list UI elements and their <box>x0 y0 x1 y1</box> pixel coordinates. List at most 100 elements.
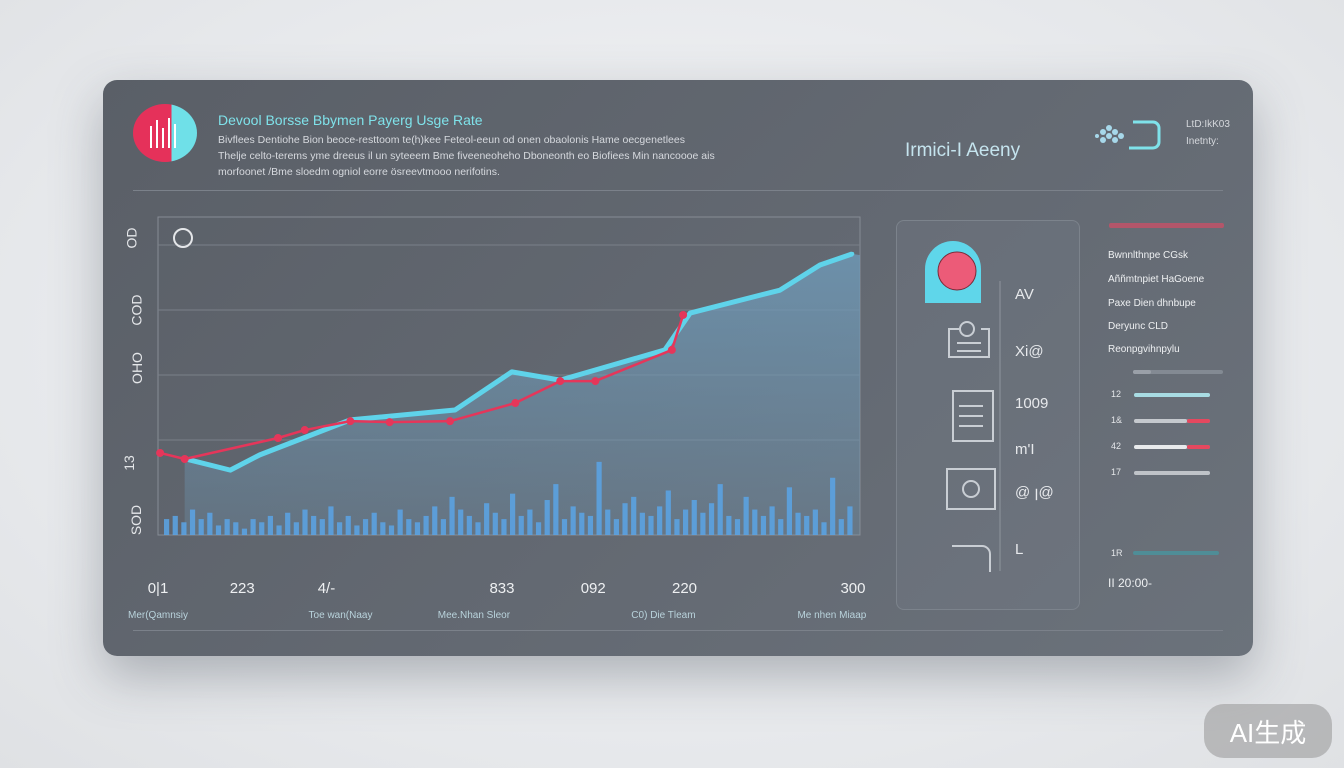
x-tick-label: 092 <box>580 580 606 597</box>
data-point <box>180 454 189 463</box>
volume-bar <box>181 522 187 535</box>
volume-bar <box>570 506 576 535</box>
progress-bar <box>1134 393 1210 397</box>
data-point <box>257 452 262 457</box>
volume-bar <box>674 519 680 535</box>
x-tick-label: 0|1 <box>147 580 169 597</box>
data-point <box>385 418 394 427</box>
metric-value: AV <box>1015 286 1034 303</box>
volume-bar <box>311 515 317 535</box>
volume-bar <box>847 506 853 535</box>
volume-bar <box>657 506 663 535</box>
volume-bar <box>354 525 360 535</box>
volume-bar <box>691 500 697 535</box>
x-sub-label: Me nhen Miaap <box>797 610 867 621</box>
volume-bar <box>466 515 472 535</box>
progress-bar <box>1133 551 1219 555</box>
volume-bar <box>830 477 836 535</box>
divider <box>133 630 1223 631</box>
side-item[interactable]: Paxe Dien dhnbupe <box>1108 298 1196 309</box>
document-icon <box>959 321 975 337</box>
x-tick-label: 220 <box>671 580 698 597</box>
progress-bar <box>1133 370 1223 374</box>
image-icon <box>946 468 996 510</box>
data-point <box>346 417 355 426</box>
bar-label: 1R <box>1111 548 1123 558</box>
volume-bar <box>665 490 671 535</box>
volume-bar <box>380 522 386 535</box>
volume-bar <box>233 522 239 535</box>
volume-bar <box>561 519 568 535</box>
volume-bar <box>760 515 767 535</box>
metrics-panel: AV Xi@ 1009 m'I @ ꞁ@ L <box>896 220 1080 610</box>
volume-bar <box>414 522 421 535</box>
side-item[interactable]: Aññmtnpiet HaGoene <box>1108 274 1205 285</box>
volume-bar <box>812 509 818 535</box>
area-fill <box>184 253 860 535</box>
side-item[interactable]: Deryunc CLD <box>1108 321 1169 332</box>
metric-value: 1009 <box>1015 395 1049 412</box>
data-point <box>509 369 514 374</box>
volume-bar <box>821 522 827 535</box>
bar-chart-icon <box>150 118 176 148</box>
data-point <box>591 377 600 386</box>
volume-bar <box>544 500 550 535</box>
volume-bar <box>241 528 248 535</box>
volume-bar <box>484 503 490 535</box>
x-sub-label: Toe wan(Naay <box>308 610 373 621</box>
y-tick-label: COD <box>128 294 145 326</box>
volume-bar <box>458 509 464 535</box>
volume-bar <box>388 525 395 535</box>
volume-bar <box>596 461 602 535</box>
volume-bar <box>198 519 204 535</box>
page-title: Devool Borsse Bbymen Payerg Usge Rate <box>218 112 483 128</box>
accent-bar <box>1109 223 1224 228</box>
volume-bar <box>345 515 351 535</box>
data-point <box>156 448 165 457</box>
volume-bar <box>189 509 196 535</box>
volume-bar <box>423 515 429 535</box>
data-point <box>817 263 822 268</box>
y-tick-label: OHO <box>128 352 145 384</box>
volume-bar <box>207 512 213 535</box>
volume-bar <box>276 525 282 535</box>
x-sub-label: C0) Die Tleam <box>631 610 696 621</box>
volume-bar <box>778 519 784 535</box>
description-line: Bivflees Dentiohe Bion beoce-resttoom te… <box>218 134 685 146</box>
metric-value: Xi@ <box>1015 343 1044 360</box>
data-point <box>667 345 676 354</box>
brain-chat-icon <box>1095 120 1161 150</box>
data-point <box>274 434 283 443</box>
volume-bar <box>535 522 542 535</box>
volume-bar <box>717 484 723 535</box>
bar-label: 1& <box>1111 415 1123 425</box>
x-tick-label: 4/- <box>317 580 336 597</box>
app-logo <box>133 104 197 162</box>
x-tick-label: 300 <box>840 580 866 597</box>
y-tick-label: SOD <box>128 504 145 536</box>
side-item[interactable]: Bwnnlthnpe CGsk <box>1108 250 1189 261</box>
volume-bar <box>397 509 403 535</box>
volume-bar <box>553 484 559 535</box>
volume-bar <box>215 525 222 535</box>
volume-bar <box>164 519 170 535</box>
metric-value: L <box>1015 541 1024 558</box>
volume-bar <box>613 519 619 535</box>
volume-bar <box>795 512 801 535</box>
progress-bar <box>1134 445 1210 449</box>
data-point <box>777 288 782 293</box>
dashboard-card: Devool Borsse Bbymen Payerg Usge Rate Bi… <box>103 80 1253 656</box>
volume-bar <box>700 512 706 535</box>
volume-bar <box>587 515 594 535</box>
section-title: Irmici-I Aeeny <box>905 140 1021 161</box>
data-point <box>662 347 667 352</box>
series-line-cyan <box>184 251 854 473</box>
volume-bar <box>605 509 611 535</box>
y-tick-label: 13 <box>120 455 137 471</box>
bar-label: 12 <box>1111 389 1122 399</box>
side-item[interactable]: Reonpgvihnpylu <box>1108 344 1180 355</box>
meta-line: LtD:IkK03 <box>1186 119 1230 130</box>
tool-icon <box>952 545 991 572</box>
progress-bar <box>1134 419 1210 423</box>
status-dot-icon <box>937 251 977 291</box>
